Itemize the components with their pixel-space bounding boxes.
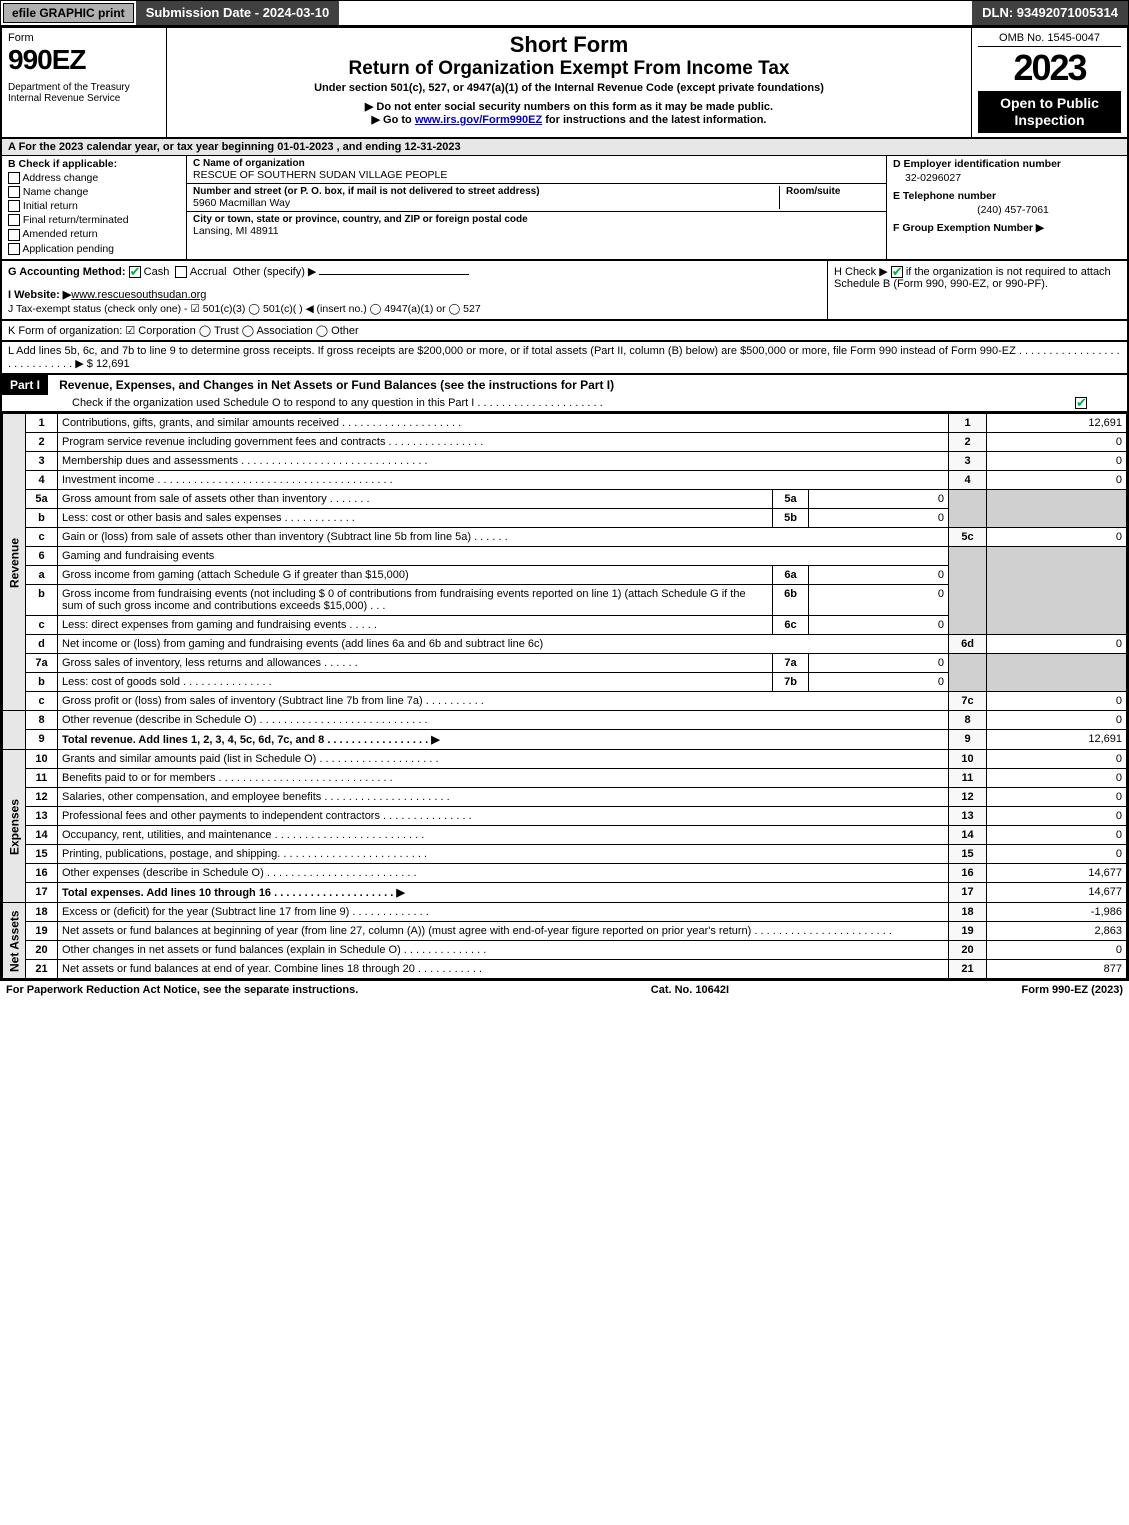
- other-specify-input[interactable]: [319, 274, 469, 275]
- side-expenses: Expenses: [3, 750, 26, 903]
- line-8-value: 0: [987, 711, 1127, 730]
- section-def: D Employer identification number 32-0296…: [887, 156, 1127, 259]
- note-ssn: ▶ Do not enter social security numbers o…: [175, 100, 963, 113]
- line-4-value: 0: [987, 471, 1127, 490]
- section-l: L Add lines 5b, 6c, and 7b to line 9 to …: [2, 342, 1127, 375]
- line-7b-value: 0: [809, 673, 949, 692]
- footer-center: Cat. No. 10642I: [651, 984, 729, 996]
- block-b-c-def: B Check if applicable: Address change Na…: [2, 156, 1127, 261]
- line-18-value: -1,986: [987, 903, 1127, 922]
- subtitle: Under section 501(c), 527, or 4947(a)(1)…: [175, 82, 963, 94]
- line-10-value: 0: [987, 750, 1127, 769]
- irs-link[interactable]: www.irs.gov/Form990EZ: [415, 114, 542, 126]
- chk-accrual[interactable]: [175, 266, 187, 278]
- section-ghi: G Accounting Method: Cash Accrual Other …: [2, 261, 1127, 321]
- line-6b-value: 0: [809, 585, 949, 616]
- line-7a-value: 0: [809, 654, 949, 673]
- org-name-label: C Name of organization: [193, 158, 880, 169]
- footer-left: For Paperwork Reduction Act Notice, see …: [6, 984, 358, 996]
- phone-label: E Telephone number: [893, 190, 1121, 202]
- top-bar: efile GRAPHIC print Submission Date - 20…: [0, 0, 1129, 26]
- section-b: B Check if applicable: Address change Na…: [2, 156, 187, 259]
- part-1-label: Part I: [2, 375, 48, 395]
- phone-value: (240) 457-7061: [905, 204, 1121, 216]
- form-number: 990EZ: [8, 44, 160, 76]
- street-value: 5960 Macmillan Way: [193, 197, 773, 209]
- line-5c-value: 0: [987, 528, 1127, 547]
- line-19-value: 2,863: [987, 922, 1127, 941]
- line-7c-value: 0: [987, 692, 1127, 711]
- group-exemption-label: F Group Exemption Number ▶: [893, 222, 1121, 234]
- omb-number: OMB No. 1545-0047: [978, 32, 1121, 47]
- line-6d-value: 0: [987, 635, 1127, 654]
- org-name: RESCUE OF SOUTHERN SUDAN VILLAGE PEOPLE: [193, 169, 880, 181]
- line-12-value: 0: [987, 788, 1127, 807]
- form-label: Form: [8, 32, 160, 44]
- page-footer: For Paperwork Reduction Act Notice, see …: [0, 981, 1129, 999]
- line-20-value: 0: [987, 941, 1127, 960]
- line-5b-value: 0: [809, 509, 949, 528]
- footer-right: Form 990-EZ (2023): [1022, 984, 1123, 996]
- title-return: Return of Organization Exempt From Incom…: [175, 58, 963, 80]
- form-container: Form 990EZ Department of the Treasury In…: [0, 26, 1129, 981]
- chk-initial-return[interactable]: Initial return: [8, 200, 180, 212]
- website-label: I Website: ▶: [8, 289, 71, 301]
- section-c: C Name of organization RESCUE OF SOUTHER…: [187, 156, 887, 259]
- chk-cash[interactable]: [129, 266, 141, 278]
- room-label: Room/suite: [786, 186, 880, 197]
- tax-year: 2023: [978, 47, 1121, 89]
- section-k: K Form of organization: ☑ Corporation ◯ …: [2, 321, 1127, 342]
- chk-schedule-o-used[interactable]: [1075, 397, 1087, 409]
- chk-schedule-b-not-required[interactable]: [891, 266, 903, 278]
- city-label: City or town, state or province, country…: [193, 214, 880, 225]
- dln-label: DLN: 93492071005314: [972, 1, 1128, 25]
- line-15-value: 0: [987, 845, 1127, 864]
- side-net-assets: Net Assets: [3, 903, 26, 979]
- part-1-sub: Check if the organization used Schedule …: [72, 397, 603, 409]
- website-value[interactable]: www.rescuesouthsudan.org: [71, 289, 206, 301]
- ein-value: 32-0296027: [905, 172, 1121, 184]
- ein-label: D Employer identification number: [893, 158, 1121, 170]
- department-label: Department of the Treasury Internal Reve…: [8, 82, 160, 104]
- part-1-title: Revenue, Expenses, and Changes in Net As…: [59, 378, 614, 392]
- side-revenue: Revenue: [3, 414, 26, 711]
- section-j: J Tax-exempt status (check only one) - ☑…: [8, 303, 821, 315]
- chk-final-return[interactable]: Final return/terminated: [8, 214, 180, 226]
- submission-date: Submission Date - 2024-03-10: [136, 1, 340, 25]
- city-value: Lansing, MI 48911: [193, 225, 880, 237]
- accounting-method-label: G Accounting Method:: [8, 266, 126, 278]
- line-9-value: 12,691: [987, 730, 1127, 750]
- chk-address-change[interactable]: Address change: [8, 172, 180, 184]
- section-a: A For the 2023 calendar year, or tax yea…: [2, 139, 1127, 156]
- line-16-value: 14,677: [987, 864, 1127, 883]
- line-13-value: 0: [987, 807, 1127, 826]
- chk-pending[interactable]: Application pending: [8, 243, 180, 255]
- line-17-value: 14,677: [987, 883, 1127, 903]
- note-link: ▶ Go to www.irs.gov/Form990EZ for instru…: [175, 113, 963, 126]
- line-5a-value: 0: [809, 490, 949, 509]
- line-6a-value: 0: [809, 566, 949, 585]
- section-h-pre: H Check ▶: [834, 266, 888, 278]
- line-1-value: 12,691: [987, 414, 1127, 433]
- chk-amended[interactable]: Amended return: [8, 228, 180, 240]
- line-2-value: 0: [987, 433, 1127, 452]
- gross-receipts-value: 12,691: [96, 358, 130, 370]
- form-header: Form 990EZ Department of the Treasury In…: [2, 28, 1127, 139]
- line-14-value: 0: [987, 826, 1127, 845]
- line-11-value: 0: [987, 769, 1127, 788]
- line-21-value: 877: [987, 960, 1127, 979]
- open-to-public: Open to Public Inspection: [978, 91, 1121, 133]
- section-b-header: B Check if applicable:: [8, 158, 180, 170]
- line-6c-value: 0: [809, 616, 949, 635]
- part-1-header: Part I Revenue, Expenses, and Changes in…: [2, 375, 1127, 413]
- title-short-form: Short Form: [175, 32, 963, 58]
- chk-name-change[interactable]: Name change: [8, 186, 180, 198]
- efile-print-button[interactable]: efile GRAPHIC print: [3, 3, 134, 23]
- street-label: Number and street (or P. O. box, if mail…: [193, 186, 773, 197]
- lines-table: Revenue 1Contributions, gifts, grants, a…: [2, 413, 1127, 979]
- line-3-value: 0: [987, 452, 1127, 471]
